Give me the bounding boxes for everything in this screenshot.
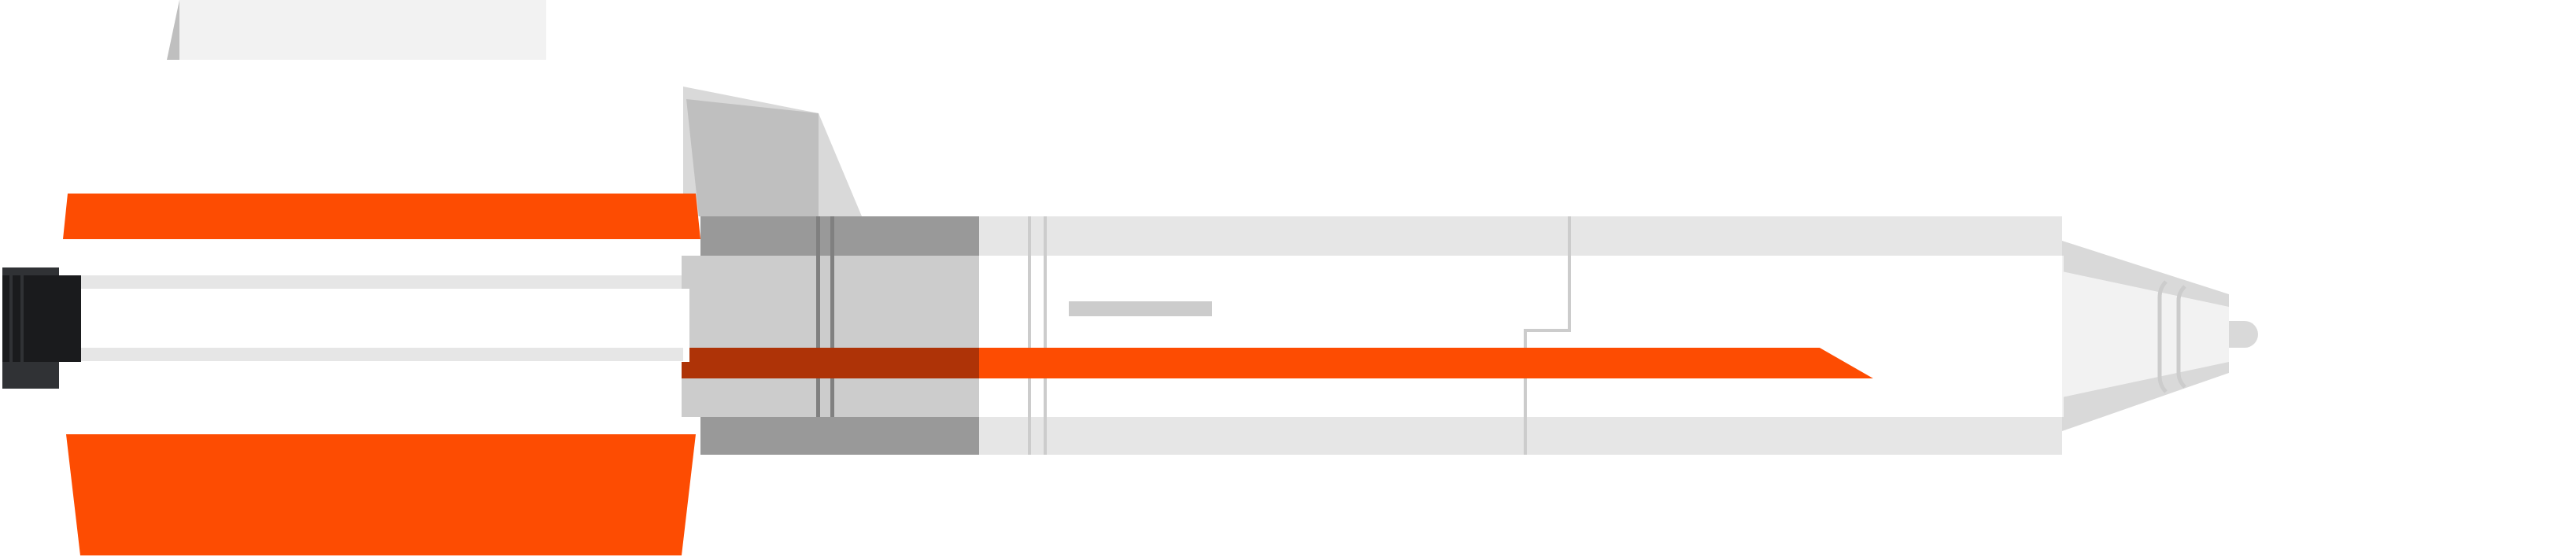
- body-stripe: [682, 348, 1873, 378]
- nozzle-band-1: [9, 267, 13, 389]
- rear-body: [46, 275, 689, 362]
- rear-fin-joint: [682, 275, 705, 289]
- rear-fin-bottom: [66, 434, 696, 555]
- top-fin-tip: [167, 0, 546, 60]
- mid-section-top-dark: [700, 216, 979, 256]
- body-stripe-dark: [682, 348, 979, 378]
- mid-section: [682, 216, 1047, 455]
- body-slot: [1069, 301, 1212, 316]
- mid-line-2: [830, 216, 834, 417]
- body-line-2: [1044, 216, 1047, 455]
- rear-line-top: [77, 275, 683, 289]
- nozzle-band-2: [20, 267, 24, 389]
- front-fin-mid: [686, 99, 819, 216]
- engine-nozzle: [2, 267, 81, 389]
- top-fin-tip-shade: [167, 0, 179, 60]
- nose-cone-base: [2062, 256, 2064, 417]
- mid-line-1: [816, 216, 820, 417]
- body-line-1: [1028, 216, 1031, 455]
- front-fin: [683, 87, 862, 216]
- body-stripe-main: [682, 348, 1873, 378]
- rear-section: [46, 194, 705, 555]
- nose-tip: [2229, 321, 2258, 348]
- nose-cone-face: [2062, 271, 2229, 397]
- nozzle-body: [2, 275, 81, 362]
- nose-line-1: [2157, 280, 2168, 393]
- nose-cone: [2062, 241, 2258, 431]
- rear-line-bottom: [77, 348, 683, 361]
- rear-fin-top: [63, 194, 700, 239]
- nose-line-2: [2176, 285, 2186, 389]
- mid-section-bottom-dark: [700, 417, 979, 455]
- top-fin-tip-panel: [179, 0, 546, 60]
- body-step-line: [1524, 216, 1571, 455]
